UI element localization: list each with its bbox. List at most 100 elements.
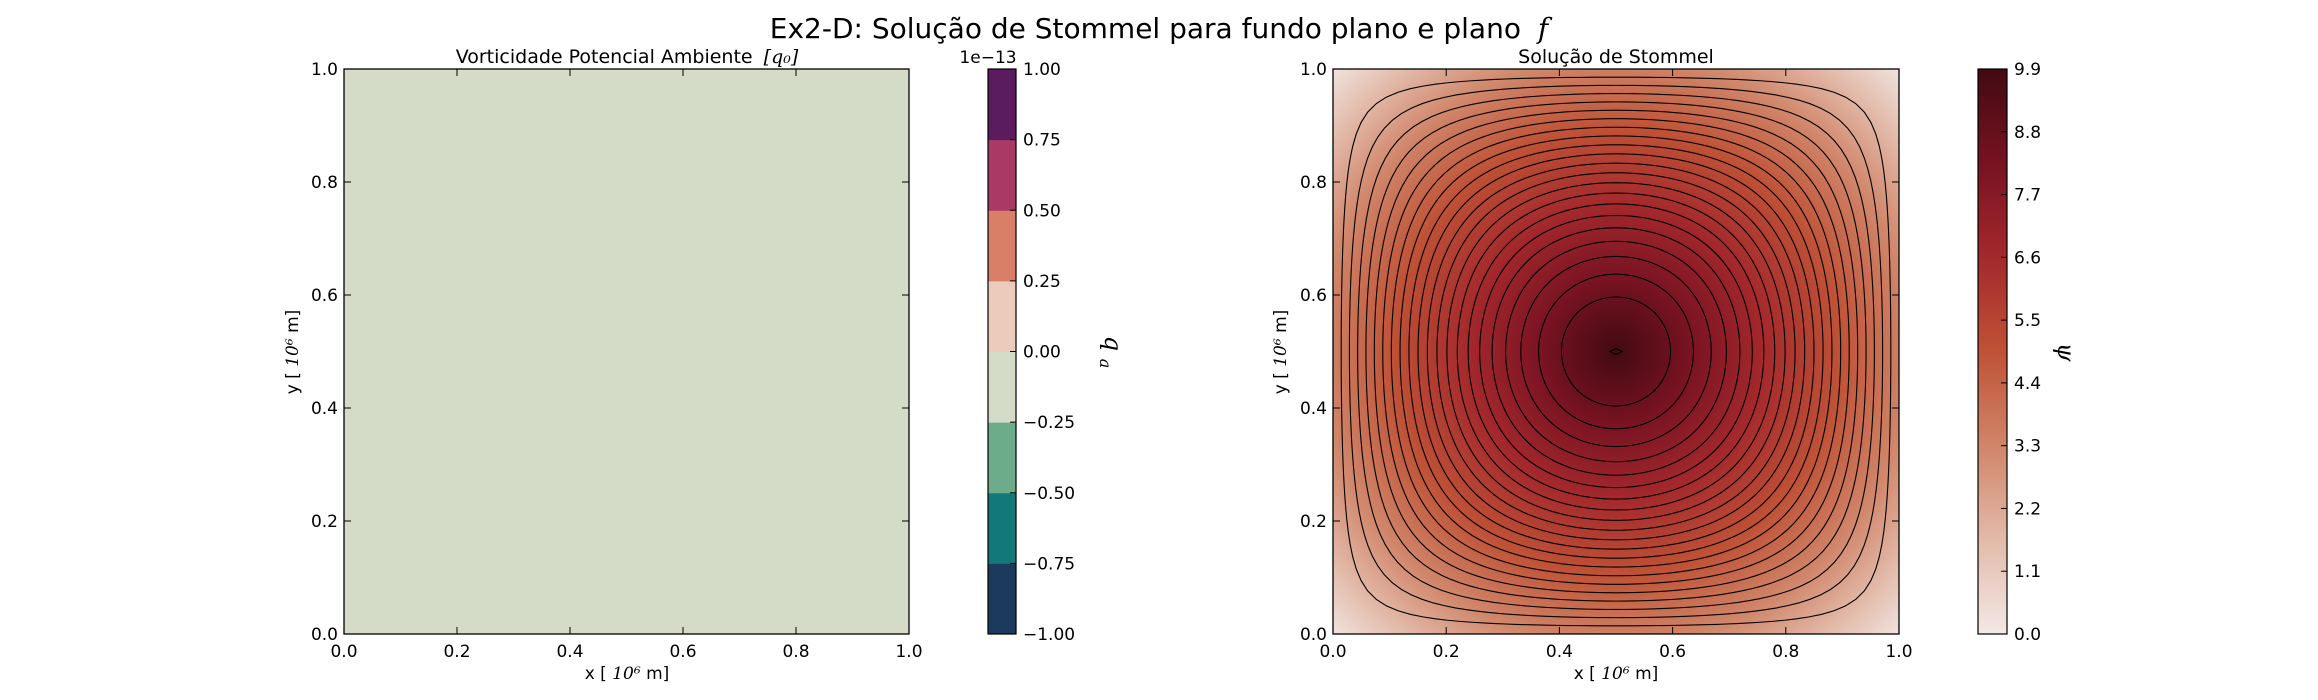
panel1-xtick-label: 0.4 [556, 642, 583, 662]
panel1-ylabel-text: y [ [283, 372, 303, 394]
colorbar-qa-tick-label: 0.75 [1023, 131, 1061, 151]
colorbar-qa-tick-label: 1.00 [1023, 60, 1061, 80]
contour-line [1390, 126, 1842, 577]
panel2-ytick-label: 0.6 [1300, 286, 1327, 306]
colorbar-qa-band [988, 280, 1016, 352]
figure-title-text: Ex2-D: Solução de Stommel para fundo pla… [770, 12, 1521, 45]
panel1-xtick-label: 0.2 [443, 642, 470, 662]
colorbar-qa-label-sub: a [1096, 359, 1115, 369]
contour-line [1365, 101, 1867, 602]
contour-line [1538, 273, 1694, 430]
panel2-ytick-label: 1.0 [1300, 60, 1327, 80]
colorbar-qa: 1.00 0.75 0.50 0.25 0.00 −0.25 −0.50 −0.75 −1.00 [987, 60, 1075, 645]
panel1-ylabel-unit: 10⁶ [283, 338, 303, 367]
panel2-ticks: 0.0 0.2 0.4 0.6 0.8 1.0 0.0 0.2 0.4 0.6 0.8 1.0 [1300, 60, 1913, 662]
colorbar-psi-gradient [1978, 69, 2007, 634]
colorbar-qa-tick-label: −1.00 [1023, 625, 1075, 645]
panel2-ylabel-unit: 10⁶ [1271, 338, 1291, 367]
panel1-xlabel-unit: 10⁶ [612, 664, 641, 684]
figure-title: Ex2-D: Solução de Stommel para fundo pla… [770, 12, 1553, 45]
panel1-xlabel: x [ 10⁶ m] [585, 664, 670, 684]
contour-line [1467, 203, 1765, 500]
colorbar-qa-label: q a [1096, 336, 1127, 369]
colorbar-psi-tick-label: 4.4 [2014, 374, 2041, 394]
panel2-ytick-label: 0.2 [1300, 512, 1327, 532]
colorbar-qa-tick-label: 0.00 [1023, 343, 1061, 363]
panel1-ytick-label: 0.2 [311, 512, 338, 532]
panel1-xtick-label: 0.6 [669, 642, 696, 662]
contour-line [1417, 153, 1815, 550]
panel2-field [1333, 69, 1899, 634]
panel1-ylabel: y [ 10⁶ m] [283, 310, 303, 395]
panel2-xtick-label: 0.2 [1433, 642, 1460, 662]
colorbar-qa-band [988, 69, 1016, 141]
panel1-ytick-label: 0.0 [311, 625, 338, 645]
colorbar-psi-frame [1977, 68, 2008, 635]
contour-line [1348, 84, 1884, 619]
figure-title-math: f [1536, 12, 1553, 45]
colorbar-qa-band [988, 563, 1016, 635]
panel2-ylabel: y [ 10⁶ m] [1271, 310, 1291, 395]
colorbar-psi-tick-label: 0.0 [2014, 625, 2041, 645]
contour-line [1373, 109, 1859, 594]
colorbar-qa-tick-label: 0.50 [1023, 201, 1061, 221]
panel1-field [344, 69, 909, 634]
colorbar-qa-label-main: q [1099, 336, 1127, 351]
colorbar-qa-offset: 1e−13 [959, 48, 1016, 68]
panel2-ylabel-text: y [ [1271, 372, 1291, 394]
colorbar-qa-tick-label: 0.25 [1023, 272, 1061, 292]
panel1-title-math: [q₀] [764, 46, 799, 68]
panel2-ylabel-tail: m] [1271, 310, 1291, 333]
contour-line [1520, 255, 1712, 448]
contour-line [1456, 192, 1776, 511]
colorbar-psi: 9.9 8.8 7.7 6.6 5.5 4.4 3.3 2.2 1.1 0.0 [1977, 60, 2041, 645]
contour-line [1357, 93, 1875, 610]
colorbar-qa-tick-label: −0.75 [1023, 554, 1075, 574]
panel1-ytick-label: 1.0 [311, 60, 338, 80]
panel2-xtick-label: 0.6 [1659, 642, 1686, 662]
panel1-xtick-label: 0.0 [330, 642, 357, 662]
panel2-frame [1332, 68, 1900, 635]
panel-stommel-solution: Solução de Stommel 0.0 0.2 0.4 0.6 0.8 1.00.0… [1271, 46, 2080, 684]
panel2-xtick-label: 1.0 [1885, 642, 1912, 662]
colorbar-qa-band [988, 351, 1016, 423]
panel1-ytick-label: 0.6 [311, 286, 338, 306]
panel2-xlabel-tail: m] [1635, 664, 1658, 684]
contour-line-peak [1608, 347, 1624, 356]
panel1-title: Vorticidade Potencial Ambiente [q₀] [456, 46, 799, 68]
colorbar-qa-band [988, 492, 1016, 564]
contour-line [1399, 135, 1833, 568]
contour-line [1408, 144, 1824, 559]
colorbar-psi-tick-label: 8.8 [2014, 123, 2041, 143]
colorbar-psi-label: ψ [2052, 343, 2080, 363]
colorbar-psi-tick-label: 3.3 [2014, 437, 2041, 457]
contour-line [1560, 296, 1672, 407]
panel1-xtick-label: 1.0 [895, 642, 922, 662]
panel1-xtick-label: 0.8 [782, 642, 809, 662]
panel2-xlabel-unit: 10⁶ [1601, 664, 1630, 684]
panel2-title: Solução de Stommel [1518, 46, 1714, 68]
colorbar-qa-tick-label: −0.50 [1023, 484, 1075, 504]
panel1-xlabel-text: x [ [585, 664, 607, 684]
contour-line [1426, 162, 1806, 541]
panel2-xtick-label: 0.8 [1772, 642, 1799, 662]
colorbar-psi-tick-label: 2.2 [2014, 499, 2041, 519]
panel2-xtick-label: 0.4 [1546, 642, 1573, 662]
colorbar-qa-band [988, 422, 1016, 494]
panel2-contour-lines [1340, 76, 1892, 627]
panel2-ytick-label: 0.8 [1300, 173, 1327, 193]
panel-ambient-pv: Vorticidade Potencial Ambiente [q₀] 0.0 0… [283, 46, 1127, 684]
contour-line [1491, 227, 1741, 476]
panel2-xlabel-text: x [ [1574, 664, 1596, 684]
colorbar-qa-tick-label: −0.25 [1023, 413, 1075, 433]
contour-line [1479, 214, 1753, 489]
colorbar-psi-tick-label: 7.7 [2014, 186, 2041, 206]
panel2-xlabel: x [ 10⁶ m] [1574, 664, 1659, 684]
panel1-frame [343, 68, 910, 635]
panel1-ytick-label: 0.4 [311, 399, 338, 419]
colorbar-psi-tick-label: 1.1 [2014, 562, 2041, 582]
colorbar-psi-tick-label: 6.6 [2014, 248, 2041, 268]
colorbar-qa-band [988, 210, 1016, 282]
panel1-ytick-label: 0.8 [311, 173, 338, 193]
